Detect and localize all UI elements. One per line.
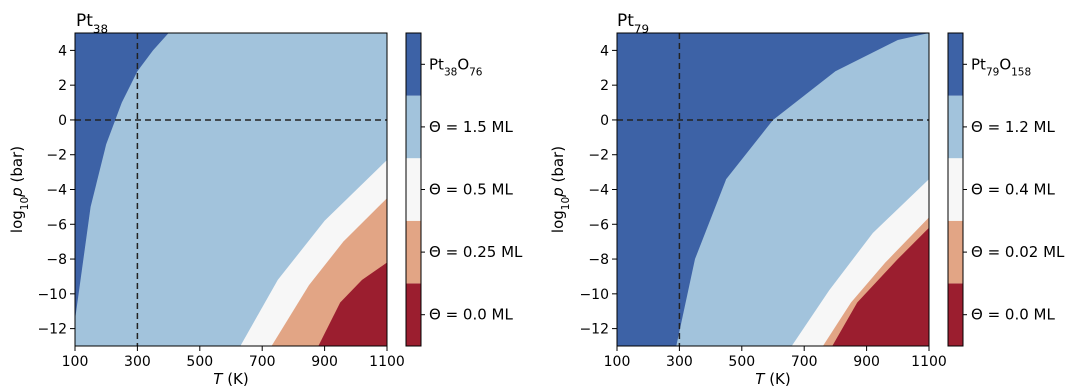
colorbar-segment [406,220,421,284]
colorbar-segment [948,95,963,159]
x-axis-label: T (K) [213,370,248,388]
colorbar-label: Θ = 1.2 ML [971,118,1055,136]
y-tick-label: −8 [588,252,609,268]
colorbar-segment [406,95,421,159]
chart-title: Pt38 [76,11,108,36]
colorbar-label: Θ = 0.0 ML [429,306,513,324]
y-tick-label: 4 [600,43,609,59]
colorbar-segment [406,33,421,96]
y-tick-label: −6 [46,217,67,233]
y-tick-label: 0 [58,113,67,129]
chart-panel-0: 100 300 500 700 900 1100 −12 −10 −8 −6 −4 −2 0 2 4 T (K… [8,11,523,388]
y-axis-label: log10p (bar) [8,146,31,233]
chart-title: Pt79 [617,11,649,36]
x-axis-label: T (K) [755,370,790,388]
y-tick-label: −12 [37,322,67,338]
y-tick-label: −10 [37,287,67,303]
phase-region [832,227,929,346]
x-tick-label: 100 [62,354,89,370]
y-tick-label: −12 [579,322,609,338]
x-tick-label: 1100 [911,354,947,370]
y-tick-label: −10 [579,287,609,303]
y-axis-label: log10p (bar) [549,146,572,233]
colorbar-label: Pt38O76 [429,55,483,78]
colorbar: Θ = 0.0 ML Θ = 0.25 ML Θ = 0.5 ML Θ = 1.5 M… [405,32,523,347]
colorbar-segment [948,220,963,284]
colorbar-segment [406,158,421,221]
x-tick-label: 300 [124,354,151,370]
plot-area [75,33,387,346]
phase-region [318,262,387,346]
colorbar-label: Θ = 0.02 ML [971,243,1065,261]
colorbar-label: Θ = 0.0 ML [971,306,1055,324]
y-tick-label: 0 [600,113,609,129]
x-tick-label: 700 [791,354,818,370]
x-tick-label: 500 [728,354,755,370]
colorbar-segment [406,283,421,346]
colorbar-frame [947,32,964,347]
y-tick-label: −2 [588,148,609,164]
colorbar-segment [948,158,963,221]
colorbar-segment [948,283,963,346]
y-tick-label: 4 [58,43,67,59]
x-tick-label: 100 [604,354,631,370]
y-tick-label: −4 [46,183,67,199]
y-tick-label: 2 [600,78,609,94]
y-tick-label: −4 [588,183,609,199]
x-tick-label: 900 [311,354,338,370]
colorbar: Θ = 0.0 ML Θ = 0.02 ML Θ = 0.4 ML Θ = 1.2 M… [947,32,1065,347]
colorbar-segment [948,33,963,96]
chart-panel-1: 100 300 500 700 900 1100 −12 −10 −8 −6 −4 −2 0 2 4 T (K… [549,11,1065,388]
colorbar-label: Θ = 1.5 ML [429,118,513,136]
plot-area [617,33,929,346]
y-tick-label: −8 [46,252,67,268]
colorbar-label: Θ = 0.25 ML [429,243,523,261]
y-tick-label: 2 [58,78,67,94]
y-tick-label: −6 [588,217,609,233]
x-tick-label: 300 [666,354,693,370]
x-tick-label: 700 [249,354,276,370]
x-tick-label: 900 [853,354,880,370]
colorbar-frame [405,32,422,347]
colorbar-label: Θ = 0.4 ML [971,181,1055,199]
x-tick-label: 500 [186,354,213,370]
y-tick-label: −2 [46,148,67,164]
colorbar-label: Θ = 0.5 ML [429,181,513,199]
x-tick-label: 1100 [369,354,405,370]
colorbar-label: Pt79O158 [971,55,1031,78]
